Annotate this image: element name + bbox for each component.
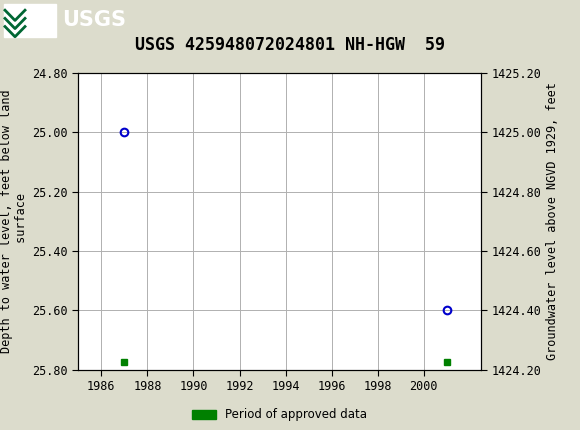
Legend: Period of approved data: Period of approved data — [187, 404, 372, 426]
Y-axis label: Depth to water level, feet below land
 surface: Depth to water level, feet below land su… — [0, 89, 28, 353]
Y-axis label: Groundwater level above NGVD 1929, feet: Groundwater level above NGVD 1929, feet — [546, 83, 559, 360]
Text: USGS 425948072024801 NH-HGW  59: USGS 425948072024801 NH-HGW 59 — [135, 36, 445, 54]
FancyBboxPatch shape — [4, 4, 56, 37]
Text: USGS: USGS — [62, 10, 126, 31]
